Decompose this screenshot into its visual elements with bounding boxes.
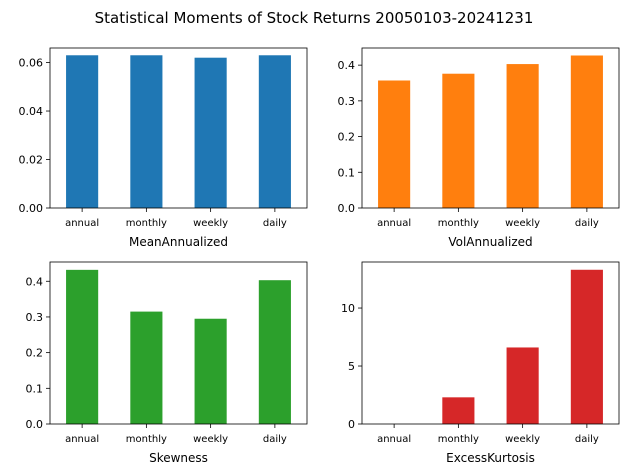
xtick-label-daily: daily xyxy=(575,218,599,229)
bar-skewness-annual xyxy=(66,269,99,424)
xtick-label-annual: annual xyxy=(377,434,411,445)
ytick-label: 0.00 xyxy=(19,202,44,215)
ytick-label: 0.0 xyxy=(338,202,356,215)
ytick-label: 10 xyxy=(341,302,355,315)
ytick-label: 0 xyxy=(348,418,355,431)
ytick-label: 0.3 xyxy=(338,95,356,108)
bar-vol-annualized-monthly xyxy=(442,73,475,208)
subplot-mean-annualized: 0.00 0.02 0.04 0.06 annual monthly weekly daily… xyxy=(19,47,308,249)
ytick-label: 0.1 xyxy=(26,382,44,395)
ytick-label: 0.04 xyxy=(19,105,44,118)
xtick-label-daily: daily xyxy=(263,218,287,229)
bar-mean-annualized-monthly xyxy=(130,55,163,208)
ytick-label: 0.1 xyxy=(338,166,356,179)
ytick-label: 0.3 xyxy=(26,311,44,324)
xtick-label-monthly: monthly xyxy=(126,218,167,229)
bar-excess-kurtosis-weekly xyxy=(506,347,539,424)
xlabel-excess-kurtosis: ExcessKurtosis xyxy=(446,451,535,465)
bar-skewness-weekly xyxy=(194,318,227,424)
xtick-label-annual: annual xyxy=(377,218,411,229)
xtick-label-monthly: monthly xyxy=(126,434,167,445)
xtick-label-weekly: weekly xyxy=(505,218,540,229)
ytick-label: 0.06 xyxy=(19,57,44,70)
bar-mean-annualized-daily xyxy=(258,55,291,208)
axes-frame-mean-annualized xyxy=(49,47,308,209)
xlabel-skewness: Skewness xyxy=(149,451,208,465)
bar-skewness-daily xyxy=(258,280,291,424)
ytick-label: 0.0 xyxy=(26,418,44,431)
ytick-label: 0.2 xyxy=(338,131,356,144)
ytick-label: 0.02 xyxy=(19,154,44,167)
ytick-label: 0.4 xyxy=(26,275,44,288)
bar-vol-annualized-weekly xyxy=(506,64,539,208)
xtick-label-weekly: weekly xyxy=(193,434,228,445)
xtick-label-annual: annual xyxy=(65,434,99,445)
bar-skewness-monthly xyxy=(130,311,163,424)
bar-mean-annualized-annual xyxy=(66,55,99,208)
bar-excess-kurtosis-daily xyxy=(570,269,603,424)
xtick-label-daily: daily xyxy=(263,434,287,445)
axes-frame-skewness xyxy=(49,261,308,425)
xtick-label-annual: annual xyxy=(65,218,99,229)
xlabel-vol-annualized: VolAnnualized xyxy=(448,235,532,249)
bar-mean-annualized-weekly xyxy=(194,57,227,209)
bar-vol-annualized-daily xyxy=(570,55,603,208)
xlabel-mean-annualized: MeanAnnualized xyxy=(129,235,228,249)
bar-vol-annualized-annual xyxy=(378,80,411,208)
subplot-vol-annualized: 0.0 0.1 0.2 0.3 0.4 annual monthly weekly daily V… xyxy=(338,47,620,249)
xtick-label-weekly: weekly xyxy=(505,434,540,445)
xtick-label-monthly: monthly xyxy=(438,434,479,445)
subplot-skewness: 0.0 0.1 0.2 0.3 0.4 annual monthly weekly daily S… xyxy=(26,261,308,465)
xtick-label-weekly: weekly xyxy=(193,218,228,229)
axes-frame-excess-kurtosis xyxy=(361,261,620,425)
ytick-label: 0.4 xyxy=(338,59,356,72)
xtick-label-daily: daily xyxy=(575,434,599,445)
figure-title: Statistical Moments of Stock Returns 200… xyxy=(95,9,534,27)
subplot-excess-kurtosis: 0 5 10 annual monthly weekly daily ExcessKurtos… xyxy=(341,261,620,465)
ytick-label: 0.2 xyxy=(26,347,44,360)
axes-frame-vol-annualized xyxy=(361,47,620,209)
xtick-label-monthly: monthly xyxy=(438,218,479,229)
ytick-label: 5 xyxy=(348,360,355,373)
bar-excess-kurtosis-monthly xyxy=(442,397,475,424)
